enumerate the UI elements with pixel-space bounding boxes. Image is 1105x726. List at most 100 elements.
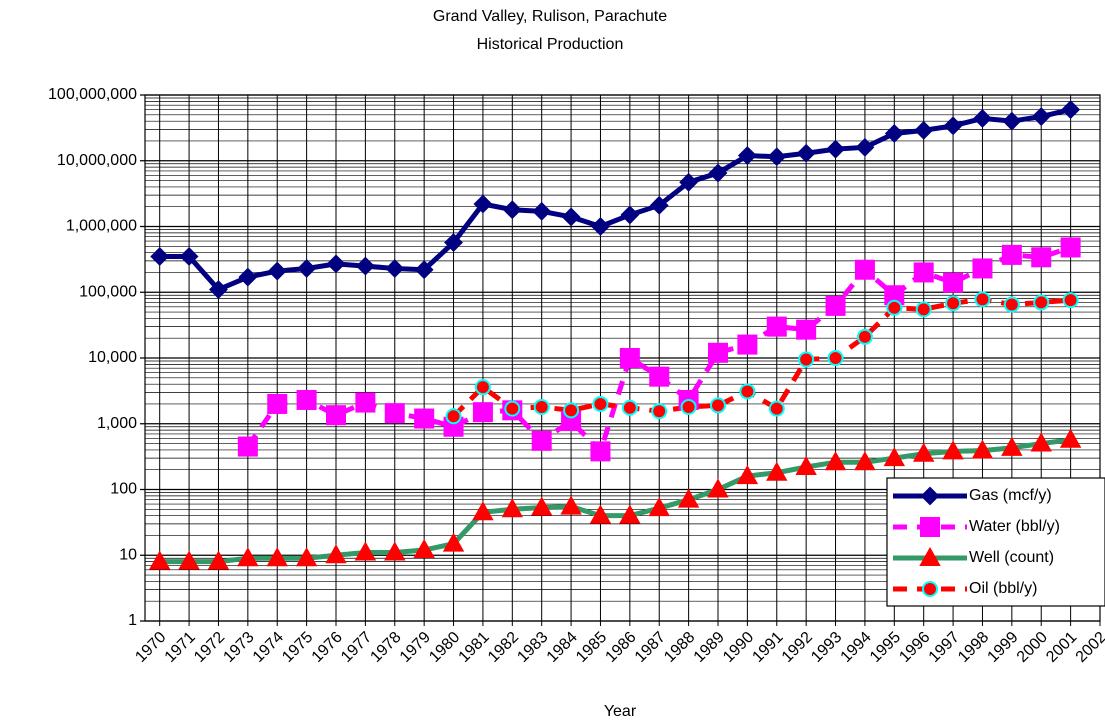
marker — [297, 259, 317, 278]
legend: Gas (mcf/y) Water (bbl/y) Well (count) Oil … — [886, 477, 1105, 607]
marker — [922, 581, 938, 597]
marker — [971, 439, 994, 459]
marker — [680, 398, 697, 415]
marker — [472, 402, 493, 423]
marker — [148, 550, 171, 570]
marker — [533, 398, 550, 415]
marker — [445, 408, 462, 425]
marker — [1061, 100, 1081, 120]
marker — [237, 547, 259, 567]
marker — [886, 299, 903, 316]
x-tick-label: 1983 — [514, 629, 551, 666]
marker — [1001, 436, 1023, 456]
marker — [710, 397, 726, 414]
marker — [856, 328, 873, 345]
marker — [737, 334, 758, 355]
marker — [178, 550, 200, 570]
marker — [532, 201, 552, 221]
y-tick-label: 1 — [128, 612, 137, 629]
y-tick-label: 10 — [119, 546, 137, 563]
marker — [238, 267, 258, 287]
marker — [179, 247, 199, 266]
marker — [563, 402, 580, 419]
x-tick-label: 1972 — [191, 629, 228, 666]
marker — [827, 350, 844, 366]
marker — [296, 389, 317, 410]
marker — [619, 348, 640, 368]
x-tick-label: 1970 — [132, 629, 169, 666]
marker — [649, 195, 669, 215]
x-tick-label: 1991 — [749, 629, 786, 666]
marker — [531, 430, 552, 451]
marker — [854, 451, 876, 471]
x-tick-label: 1973 — [220, 629, 257, 666]
marker — [621, 399, 638, 416]
marker — [912, 442, 935, 462]
y-tick-label: 10,000,000 — [57, 152, 137, 169]
marker — [648, 497, 670, 517]
marker — [768, 400, 785, 417]
marker — [355, 256, 375, 276]
marker — [677, 488, 700, 508]
marker — [442, 532, 465, 552]
marker — [920, 517, 940, 537]
marker — [649, 366, 670, 387]
x-tick-label: 1992 — [779, 629, 816, 666]
marker — [384, 403, 405, 424]
marker — [825, 295, 846, 316]
marker — [561, 207, 581, 227]
marker — [943, 116, 963, 136]
x-tick-label: 1988 — [661, 629, 698, 666]
y-tick-label: 1,000 — [97, 415, 137, 432]
x-tick-label: 1989 — [691, 629, 728, 666]
marker — [589, 504, 612, 524]
series-line — [451, 296, 1071, 419]
x-tick-label: 2000 — [1014, 629, 1051, 666]
x-tick-label: 1984 — [544, 629, 581, 666]
marker — [590, 441, 611, 462]
marker — [209, 280, 228, 299]
marker — [651, 403, 668, 420]
marker — [1002, 111, 1022, 131]
x-tick-label: 1976 — [309, 629, 346, 666]
marker — [325, 544, 347, 564]
marker — [972, 258, 993, 279]
marker — [472, 501, 494, 521]
y-tick-label: 100,000,000 — [48, 86, 137, 103]
x-axis-label: Year — [604, 703, 637, 720]
marker — [413, 539, 435, 559]
marker — [736, 465, 759, 485]
x-tick-label: 1981 — [456, 629, 493, 666]
marker — [530, 496, 553, 516]
x-tick-label: 1977 — [338, 629, 375, 666]
marker — [560, 495, 582, 515]
marker — [619, 504, 641, 524]
marker — [855, 137, 875, 157]
marker — [502, 200, 522, 220]
x-tick-label: 1997 — [926, 629, 963, 666]
y-tick-label: 10,000 — [88, 349, 137, 366]
y-tick-label: 100,000 — [79, 283, 137, 300]
marker — [473, 194, 493, 214]
chart-title: Grand Valley, Rulison, Parachute — [433, 8, 667, 25]
x-tick-label: 1995 — [867, 629, 904, 666]
x-tick-label: 1980 — [426, 629, 463, 666]
y-tick-label: 100 — [110, 481, 137, 498]
marker — [474, 379, 491, 396]
marker — [504, 400, 521, 417]
x-tick-label: 2002 — [1073, 629, 1105, 666]
marker — [707, 478, 729, 498]
marker — [708, 342, 728, 363]
x-tick-label: 1993 — [808, 629, 845, 666]
marker — [326, 254, 346, 274]
chart-subtitle: Historical Production — [477, 36, 624, 53]
marker — [796, 143, 816, 163]
marker — [266, 547, 288, 567]
x-tick-label: 1994 — [838, 629, 875, 666]
marker — [973, 109, 992, 128]
marker — [766, 461, 788, 481]
marker — [295, 547, 318, 567]
marker — [444, 233, 463, 252]
marker — [1031, 247, 1052, 268]
